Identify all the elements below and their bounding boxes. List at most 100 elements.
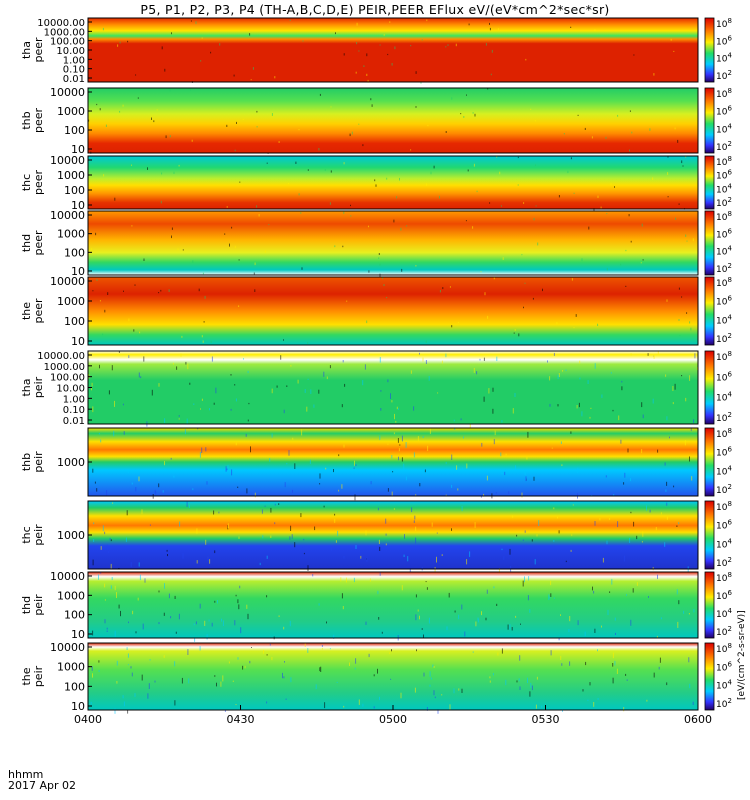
spectrogram-speck xyxy=(429,428,431,434)
colorbar-unit-label: [eV/(cm^2-s-sr-eV)] xyxy=(737,610,747,700)
spectrogram-speck xyxy=(164,418,166,423)
spectrogram-speck xyxy=(211,356,213,362)
spectrogram-image xyxy=(88,18,698,82)
y-tick-label: 10 xyxy=(71,143,85,156)
spectrogram-speck xyxy=(144,578,146,583)
colorbar xyxy=(704,427,715,497)
spectrogram-speck xyxy=(161,46,163,50)
spectrogram-speck xyxy=(410,45,412,47)
spectrogram-speck xyxy=(538,520,540,526)
spectrogram-speck xyxy=(178,164,180,167)
spectrogram-speck xyxy=(234,245,236,249)
spectrogram-speck xyxy=(659,657,661,663)
spectrogram-speck xyxy=(526,457,528,460)
colorbar-tick-label: 102 xyxy=(716,332,732,345)
spectrogram-speck xyxy=(436,556,437,563)
spectrogram-speck xyxy=(578,402,580,408)
spectrogram-speck xyxy=(571,278,573,281)
spectrogram-speck xyxy=(415,614,417,621)
spectrogram-speck xyxy=(623,555,625,562)
spectrogram-speck xyxy=(518,333,520,337)
spectrogram-speck xyxy=(666,299,668,302)
spectrogram-speck xyxy=(227,465,229,469)
colorbar-tick-label: 108 xyxy=(716,350,732,363)
spectrogram-speck xyxy=(91,666,93,671)
spectrogram-speck xyxy=(451,484,453,488)
spectrogram-speck xyxy=(493,439,495,445)
y-tick-label: 10 xyxy=(71,700,85,713)
spectrogram-speck xyxy=(138,372,140,378)
spectrogram-speck xyxy=(646,699,648,702)
spectrogram-speck xyxy=(321,645,323,647)
spectrogram-speck xyxy=(606,267,608,271)
spectrogram-speck xyxy=(486,475,488,481)
spectrogram-speck xyxy=(125,537,127,542)
spectrogram-speck xyxy=(247,613,249,620)
spectrogram-speck xyxy=(419,483,421,487)
spectrogram-speck xyxy=(445,353,447,358)
spectrogram-speck xyxy=(369,578,371,582)
spectrogram-speck xyxy=(550,650,552,656)
spectrogram-speck xyxy=(681,160,683,164)
spectrogram-speck xyxy=(303,552,305,555)
spectrogram-speck xyxy=(118,604,120,609)
spectrogram-speck xyxy=(565,369,567,372)
spectrogram-speck xyxy=(107,292,109,295)
spectrogram-speck xyxy=(283,339,284,341)
spectrogram-speck xyxy=(623,482,625,485)
spectrogram-speck xyxy=(489,202,491,204)
spectrogram-speck xyxy=(321,647,323,650)
spectrogram-speck xyxy=(523,202,525,204)
spectrogram-speck xyxy=(496,603,498,606)
spectrogram-speck xyxy=(271,113,273,116)
spectrogram-speck xyxy=(675,217,677,220)
spectrogram-speck xyxy=(624,472,626,478)
spectrogram-speck xyxy=(503,556,505,560)
y-axis-label: thd xyxy=(20,596,33,614)
colorbar-tick-label: 108 xyxy=(716,571,732,584)
spectrogram-speck xyxy=(165,135,167,139)
spectrogram-speck xyxy=(490,73,492,76)
spectrogram-speck xyxy=(678,287,680,290)
y-tick-label: 10.00 xyxy=(56,384,85,395)
spectrogram-speck xyxy=(193,403,195,405)
spectrogram-speck xyxy=(465,220,467,222)
spectrogram-speck xyxy=(270,507,272,513)
spectrogram-speck xyxy=(469,423,471,429)
spectrogram-speck xyxy=(692,701,694,705)
spectrogram-speck xyxy=(307,378,309,380)
spectrogram-speck xyxy=(519,655,521,661)
spectrogram-speck xyxy=(492,673,494,676)
spectrogram-speck xyxy=(685,234,687,237)
spectrogram-speck xyxy=(138,476,140,482)
spectrogram-speck xyxy=(126,647,128,650)
spectrogram-speck xyxy=(141,674,143,681)
spectrogram-speck xyxy=(127,653,129,658)
y-tick-label: 10 xyxy=(71,628,85,641)
spectrogram-speck xyxy=(309,459,311,464)
spectrogram-speck xyxy=(649,128,651,131)
spectrogram-speck xyxy=(94,481,96,484)
spectrogram-image xyxy=(88,643,698,710)
spectrogram-speck xyxy=(170,457,172,460)
y-tick-label: 1000 xyxy=(57,228,85,241)
spectrogram-speck xyxy=(100,572,102,574)
spectrogram-speck xyxy=(307,565,309,571)
panel-thd-peir: 10000 1000 100 10 thd peir 108 106 104 102 xyxy=(20,570,732,642)
spectrogram-speck xyxy=(122,104,124,107)
spectrogram-speck xyxy=(609,518,611,520)
spectrogram-speck xyxy=(135,487,137,492)
spectrogram-speck xyxy=(99,364,100,369)
spectrogram-speck xyxy=(489,22,490,25)
spectrogram-speck xyxy=(500,452,502,457)
spectrogram-speck xyxy=(202,340,204,343)
spectrogram-speck xyxy=(425,340,427,343)
y-axis-label: peir xyxy=(32,594,45,616)
spectrogram-speck xyxy=(403,463,405,470)
spectrogram-speck xyxy=(301,429,303,436)
spectrogram-speck xyxy=(118,351,120,353)
spectrogram-speck xyxy=(381,631,383,634)
spectrogram-speck xyxy=(618,415,620,421)
spectrogram-speck xyxy=(453,419,455,422)
spectrogram-speck xyxy=(410,370,412,374)
